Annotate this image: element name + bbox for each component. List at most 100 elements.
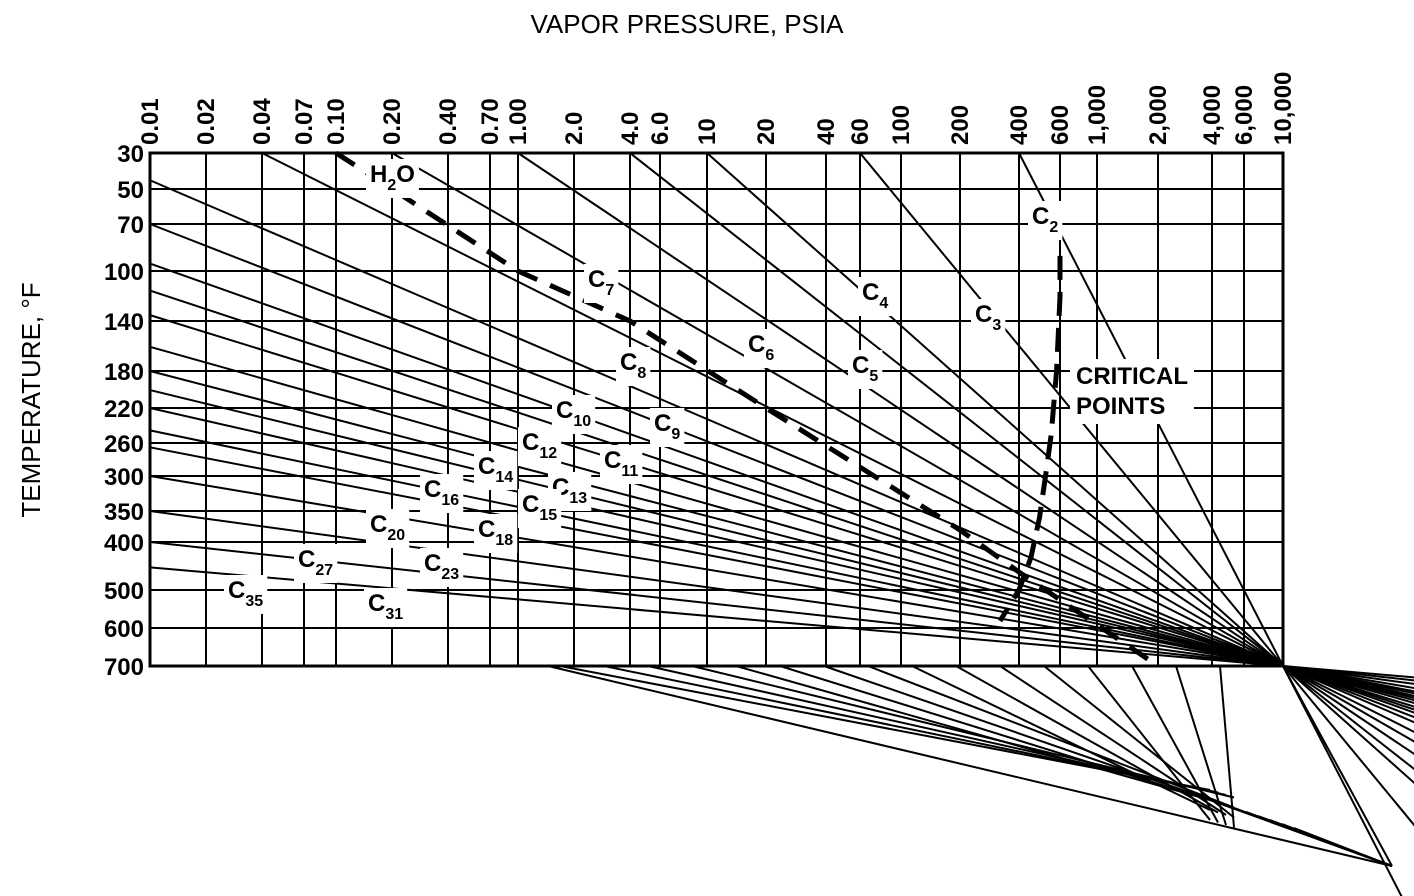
x-tick-label: 40: [813, 118, 840, 145]
label-sub: 10: [573, 413, 591, 430]
series-line-15: [149, 370, 1284, 667]
label-base: C: [620, 349, 637, 376]
label-base: C: [604, 447, 621, 474]
y-tick-label: 70: [117, 212, 144, 239]
label-sub: 15: [539, 507, 557, 524]
label-backdrop: [744, 329, 779, 368]
label-base: C: [298, 546, 315, 573]
series-line-4: [706, 152, 1284, 667]
label-text: C18: [478, 516, 513, 549]
x-tick-label: 60: [847, 118, 874, 145]
series-label-c15: C15: [518, 489, 562, 528]
series-line-13: [149, 314, 1284, 667]
fan-tail-7: [1293, 827, 1393, 867]
x-tick-label: 4.0: [617, 112, 644, 145]
x-tick-label: 1.00: [505, 98, 532, 145]
x-tick-label: 1,000: [1084, 85, 1111, 145]
label-backdrop: [420, 474, 464, 513]
water-curve: [334, 150, 1160, 669]
label-text: C2: [1032, 203, 1058, 236]
x-tick-label: 10,000: [1270, 72, 1297, 145]
label-backdrop: [858, 277, 893, 316]
series-line-6: [517, 152, 1284, 667]
fan-line-17: [1282, 665, 1414, 693]
label-base: C: [862, 279, 879, 306]
label-text: C20: [370, 511, 405, 544]
series-line-18: [149, 407, 1284, 667]
label-sub: 2: [1049, 219, 1058, 236]
fan-line-3: [1282, 665, 1414, 771]
series-line-31: [149, 510, 1284, 667]
label-backdrop: [971, 299, 1006, 338]
label-text: C27: [298, 546, 333, 579]
label-backdrop: [518, 427, 562, 466]
x-tick-label: 2,000: [1145, 85, 1172, 145]
fan-line-11: [1282, 665, 1414, 708]
label-sub: 35: [245, 593, 263, 610]
series-label-c3: C3: [971, 299, 1006, 338]
x-axis-title: VAPOR PRESSURE, PSIA: [530, 9, 844, 39]
fan-ray-2: [647, 665, 1227, 796]
fan-ray-11: [1043, 665, 1235, 819]
series-line-9: [149, 179, 1284, 667]
fan-line-2: [1282, 665, 1414, 785]
fan-ray-12: [1087, 665, 1211, 821]
label-text: C31: [368, 590, 403, 623]
label-tail: O: [396, 161, 415, 188]
series-label-c8: C8: [616, 347, 651, 386]
series-line-extra: [149, 566, 1284, 667]
y-tick-label: 300: [104, 464, 144, 491]
series-line-14: [149, 345, 1284, 667]
fan-ray-7: [867, 665, 1235, 809]
series-label-c18: C18: [474, 514, 518, 553]
series-line-11: [149, 262, 1284, 667]
label-base: C: [588, 266, 605, 293]
y-tick-label: 700: [104, 654, 144, 681]
label-text: C23: [424, 550, 459, 583]
fan-ray-15: [1219, 665, 1235, 828]
label-base: C: [228, 577, 245, 604]
label-sub: 12: [539, 445, 557, 462]
x-tick-label: 0.40: [435, 98, 462, 145]
fan-ray-8: [911, 665, 1211, 811]
label-sub: 18: [495, 532, 513, 549]
tick-labels: 0.01 0.02 0.04 0.07 0.10 0.20 0.40 0.70 1.00 2.0 4…: [104, 72, 1297, 681]
label-sub: 11: [621, 463, 638, 480]
series-label-c4: C4: [858, 277, 893, 316]
label-sub: 2: [387, 177, 396, 194]
fan-line-21: [1282, 665, 1414, 679]
label-text: C5: [852, 352, 878, 385]
label-base: C: [522, 491, 539, 518]
series-label-c2: C2: [1028, 201, 1063, 240]
x-tick-label: 0.01: [137, 98, 164, 145]
y-tick-label: 30: [117, 141, 144, 168]
fan-line-6: [1282, 665, 1414, 733]
label-sub: 16: [441, 492, 459, 509]
x-tick-label: 0.20: [379, 98, 406, 145]
fan-line-1: [1282, 665, 1414, 827]
x-tick-label: 10: [694, 118, 721, 145]
label-base: C: [424, 550, 441, 577]
label-sub: 9: [671, 426, 680, 443]
series-label-c20: C20: [366, 509, 410, 548]
fan-line-19: [1282, 665, 1414, 685]
label-text: C11: [604, 447, 638, 480]
critical-points-label: CRITICAL POINTS: [1070, 359, 1194, 424]
y-tick-label: 500: [104, 578, 144, 605]
label-sub: 14: [495, 469, 513, 486]
series-label-c6: C6: [744, 329, 779, 368]
y-tick-label: 180: [104, 359, 144, 386]
label-text: C8: [620, 349, 646, 382]
label-base: C: [368, 590, 385, 617]
label-backdrop: [650, 408, 685, 447]
series-label-c35: C35: [224, 575, 268, 614]
label-base: C: [370, 511, 387, 538]
label-base: C: [556, 397, 573, 424]
label-base: H: [370, 161, 387, 188]
y-tick-label: 50: [117, 177, 144, 204]
convergence-fan: [547, 665, 1414, 896]
series-line-16: [149, 389, 1284, 667]
series-label-c16: C16: [420, 474, 464, 513]
fan-line-0: [1282, 665, 1403, 896]
series-label-c10: C10: [552, 395, 596, 434]
